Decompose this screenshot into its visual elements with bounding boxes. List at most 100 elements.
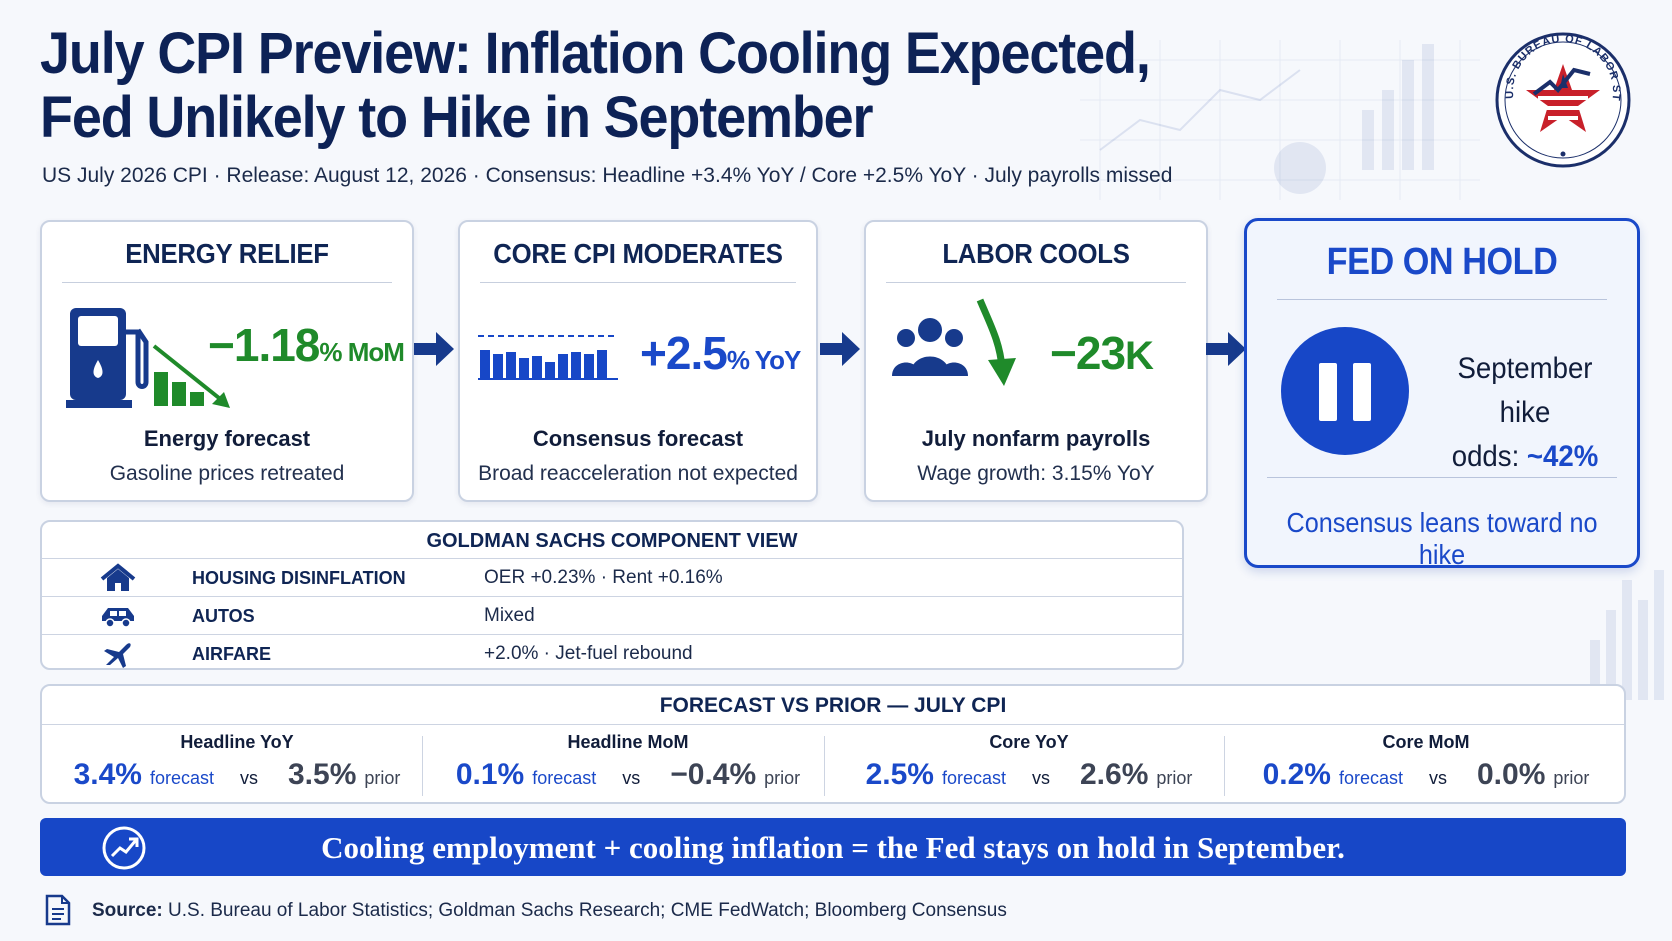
card-title: FED ON HOLD [1326,241,1558,283]
forecast-value: 2.5% [865,758,934,791]
core-cpi-metric-value: +2.5 [640,327,728,379]
arrow-right-icon [414,332,454,366]
card-label: Consensus forecast [532,426,744,451]
component-name: AIRFARE [192,644,272,664]
forecast-word: forecast [532,768,597,788]
energy-metric-unit: % MoM [319,337,405,367]
vs-word: vs [1032,768,1050,788]
consensus-lean: Consensus leans toward no hike [1286,507,1598,570]
component-value: OER +0.23% · Rent +0.16% [484,567,723,588]
metric-label: Core MoM [1382,732,1470,752]
labor-metric: −23K [1050,326,1154,380]
vs-word: vs [1429,768,1447,788]
forecast-word: forecast [1338,768,1403,788]
hike-odds-prefix: odds: [1451,440,1527,473]
title-line-1: July CPI Preview: Inflation Cooling Expe… [40,21,1151,86]
page-subtitle: US July 2026 CPI · Release: August 12, 2… [42,164,1173,187]
divider [824,736,825,796]
conclusion-banner: Cooling employment + cooling inflation =… [40,818,1626,876]
hike-odds: September hike odds: ~42% [1433,347,1617,479]
divider [422,736,423,796]
energy-metric-value: −1.18 [208,319,320,371]
divider [1267,477,1617,478]
forecast-value: 0.1% [455,758,525,791]
card-title: CORE CPI MODERATES [493,238,783,269]
conclusion-text: Cooling employment + cooling inflation =… [321,830,1345,865]
forecast-value: 0.2% [1262,758,1331,791]
divider [62,282,392,283]
card-title: ENERGY RELIEF [125,238,329,269]
component-value: Mixed [484,605,535,626]
metric-core-yoy: Core YoY 2.5% forecast vs 2.6% prior [834,728,1224,802]
metric-label: Headline YoY [180,732,294,752]
vs-word: vs [240,768,258,788]
title-line-2: Fed Unlikely to Hike in September [40,85,874,150]
divider [1277,299,1607,300]
goldman-component-table: GOLDMAN SACHS COMPONENT VIEW HOUSING DIS… [40,520,1184,670]
forecast-word: forecast [941,768,1006,788]
forecast-vs-prior: FORECAST VS PRIOR — JULY CPI Headline Yo… [40,684,1626,804]
card-label: July nonfarm payrolls [921,426,1151,451]
card-core-cpi: CORE CPI MODERATES +2.5% YoY Consensus f… [458,220,818,502]
core-cpi-metric: +2.5% YoY [640,326,802,380]
car-icon [102,608,134,628]
metric-label: Headline MoM [567,732,689,752]
component-name: AUTOS [192,606,255,626]
metric-core-mom: Core MoM 0.2% forecast vs 0.0% prior [1234,728,1618,802]
divider [886,282,1186,283]
house-icon [100,563,136,591]
hike-odds-label: September hike [1457,352,1593,429]
divider [1224,736,1225,796]
arrow-right-icon [1206,332,1246,366]
source-label: Source: [92,900,163,921]
divider [480,282,796,283]
prior-word: prior [764,768,801,788]
hike-odds-value: ~42% [1526,440,1599,473]
trend-up-circle-icon [102,826,146,870]
metric-headline-mom: Headline MoM 0.1% forecast vs −0.4% prio… [432,728,824,802]
prior-word: prior [1553,768,1590,788]
bar-chart-icon [478,335,618,380]
people-icon [892,318,968,376]
bls-seal-icon: U.S. BUREAU OF LABOR STATISTICS [1494,24,1631,168]
core-cpi-metric-unit: % YoY [726,345,802,375]
metric-headline-yoy: Headline YoY 3.4% forecast vs 3.5% prior [52,728,422,802]
source-text: U.S. Bureau of Labor Statistics; Goldman… [162,900,1007,921]
card-labor-cools: LABOR COOLS −23K July nonfarm payrolls W… [864,220,1208,502]
component-value: +2.0% · Jet-fuel rebound [484,643,693,664]
vs-word: vs [622,768,641,788]
card-fed-on-hold: FED ON HOLD September hike odds: ~42% Co… [1244,218,1640,570]
prior-value: 0.0% [1477,758,1546,791]
energy-metric: −1.18% MoM [208,318,405,372]
document-icon [45,894,71,926]
card-energy-relief: ENERGY RELIEF −1.18% MoM Energy forecast… [40,220,414,502]
table-title: GOLDMAN SACHS COMPONENT VIEW [426,530,798,552]
airplane-icon [104,643,131,668]
forecast-value: 3.4% [73,758,142,791]
divider [42,724,1624,725]
component-name: HOUSING DISINFLATION [192,568,406,588]
card-description: Broad reacceleration not expected [478,462,798,485]
page-title: July CPI Preview: Inflation Cooling Expe… [40,22,1249,150]
prior-value: −0.4% [670,758,757,791]
section-title: FORECAST VS PRIOR — JULY CPI [659,694,1007,717]
prior-word: prior [1156,768,1193,788]
arrow-right-icon [820,332,860,366]
prior-value: 2.6% [1080,758,1149,791]
table-row: AIRFARE +2.0% · Jet-fuel rebound [42,634,1182,672]
metric-label: Core YoY [989,732,1069,752]
card-label: Energy forecast [143,426,311,451]
labor-metric-unit: K [1125,334,1154,378]
table-row: AUTOS Mixed [42,596,1182,634]
table-row: HOUSING DISINFLATION OER +0.23% · Rent +… [42,558,1182,596]
card-title: LABOR COOLS [942,238,1130,269]
prior-word: prior [364,768,401,788]
card-description: Gasoline prices retreated [109,462,345,485]
forecast-word: forecast [149,768,214,788]
pause-icon [1281,327,1409,455]
card-description: Wage growth: 3.15% YoY [917,462,1155,485]
prior-value: 3.5% [288,758,357,791]
labor-metric-value: −23 [1050,327,1126,379]
gas-pump-icon [66,308,230,408]
